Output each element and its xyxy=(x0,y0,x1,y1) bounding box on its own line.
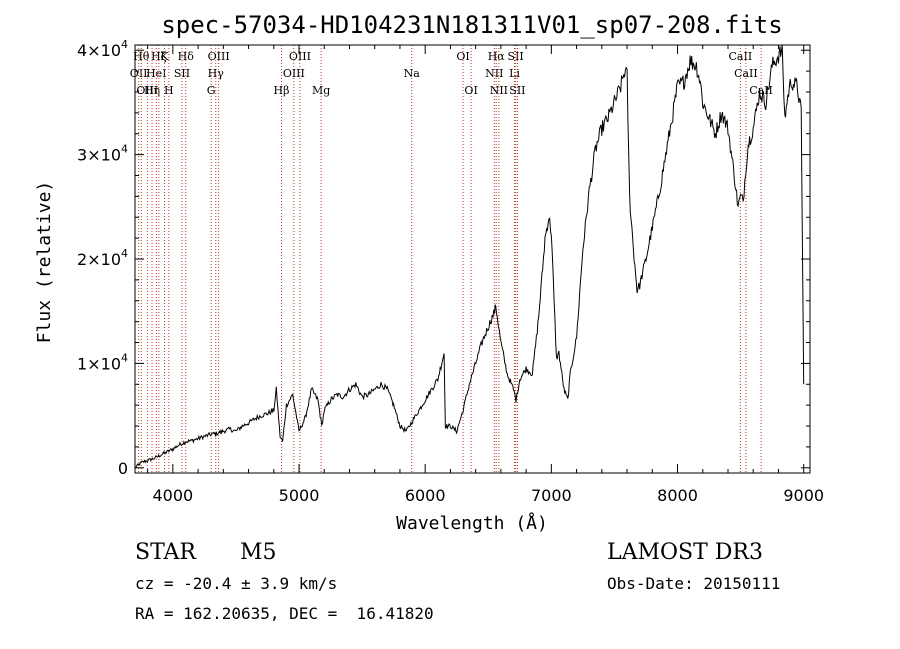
y-tick-mantissa: 3×10 xyxy=(77,146,121,165)
line-label: OIII xyxy=(283,67,305,80)
x-tick-label: 6000 xyxy=(405,486,446,505)
line-label: OIII xyxy=(136,84,158,97)
line-label: Hδ xyxy=(178,50,195,63)
line-label: Na xyxy=(404,67,421,80)
y-tick-label: 3×104 xyxy=(77,143,128,165)
line-label: G xyxy=(207,84,216,97)
object-class: STAR xyxy=(135,540,196,565)
x-axis-label: Wavelength (Å) xyxy=(396,512,548,534)
y-tick-label: 2×104 xyxy=(77,247,128,269)
y-tick-mantissa: 4×10 xyxy=(77,41,121,60)
y-tick-label: 1×104 xyxy=(77,351,128,373)
redshift-text: cz = -20.4 ± 3.9 km/s xyxy=(135,574,338,593)
line-label: SII xyxy=(509,84,525,97)
chart-title: spec-57034-HD104231N181311V01_sp07-208.f… xyxy=(161,11,782,39)
line-label: CaII xyxy=(734,67,758,80)
line-label: Mg xyxy=(312,84,330,97)
y-tick-mantissa: 2×10 xyxy=(77,250,121,269)
line-label: NII xyxy=(490,84,508,97)
obs-date: Obs-Date: 20150111 xyxy=(607,574,781,593)
y-tick-exponent: 4 xyxy=(121,143,128,156)
line-label: H xyxy=(164,84,174,97)
x-tick-label: 9000 xyxy=(783,486,824,505)
y-tick-exponent: 4 xyxy=(121,38,128,51)
object-subclass: M5 xyxy=(240,540,277,565)
line-label: NII xyxy=(485,67,503,80)
line-label: SII xyxy=(174,67,190,80)
line-label: Li xyxy=(509,67,520,80)
coordinates: RA = 162.20635, DEC = 16.41820 xyxy=(135,604,434,623)
spectrum-line xyxy=(134,44,805,469)
x-tick-label: 8000 xyxy=(657,486,698,505)
x-axis-ticks: 4000 5000 6000 7000 8000 9000 xyxy=(147,45,824,505)
line-label: Hζ xyxy=(151,50,167,63)
line-label: CaII xyxy=(729,50,753,63)
line-label: OIII xyxy=(289,50,311,63)
line-label: OII xyxy=(130,67,148,80)
y-tick-exponent: 4 xyxy=(121,351,128,364)
y-tick-label: 4×104 xyxy=(77,38,128,60)
line-label: OI xyxy=(456,50,469,63)
line-label: Hθ xyxy=(133,50,150,63)
y-tick-label: 0 xyxy=(118,459,128,478)
line-label: SII xyxy=(508,50,524,63)
y-tick-mantissa: 0 xyxy=(118,459,128,478)
line-label: Hη xyxy=(144,84,160,97)
x-tick-label: 7000 xyxy=(531,486,572,505)
line-label: Hβ xyxy=(274,84,290,97)
line-label: HeI xyxy=(146,67,166,80)
plot-frame xyxy=(134,44,811,474)
line-label: K xyxy=(160,50,169,63)
line-label: Hγ xyxy=(208,67,225,80)
line-label: Hα xyxy=(488,50,506,63)
x-tick-label: 5000 xyxy=(279,486,320,505)
line-label: OI xyxy=(464,84,477,97)
survey-name: LAMOST DR3 xyxy=(607,540,763,565)
y-tick-mantissa: 1×10 xyxy=(77,354,121,373)
x-tick-label: 4000 xyxy=(152,486,193,505)
y-tick-exponent: 4 xyxy=(121,247,128,260)
spectral-line-markers: OIIHθOIIIHηHeIHζKHSIIHδGHγOIIIHβOIIIOIII… xyxy=(130,45,773,473)
y-axis-label: Flux (relative) xyxy=(34,181,55,344)
line-label: OIII xyxy=(208,50,230,63)
